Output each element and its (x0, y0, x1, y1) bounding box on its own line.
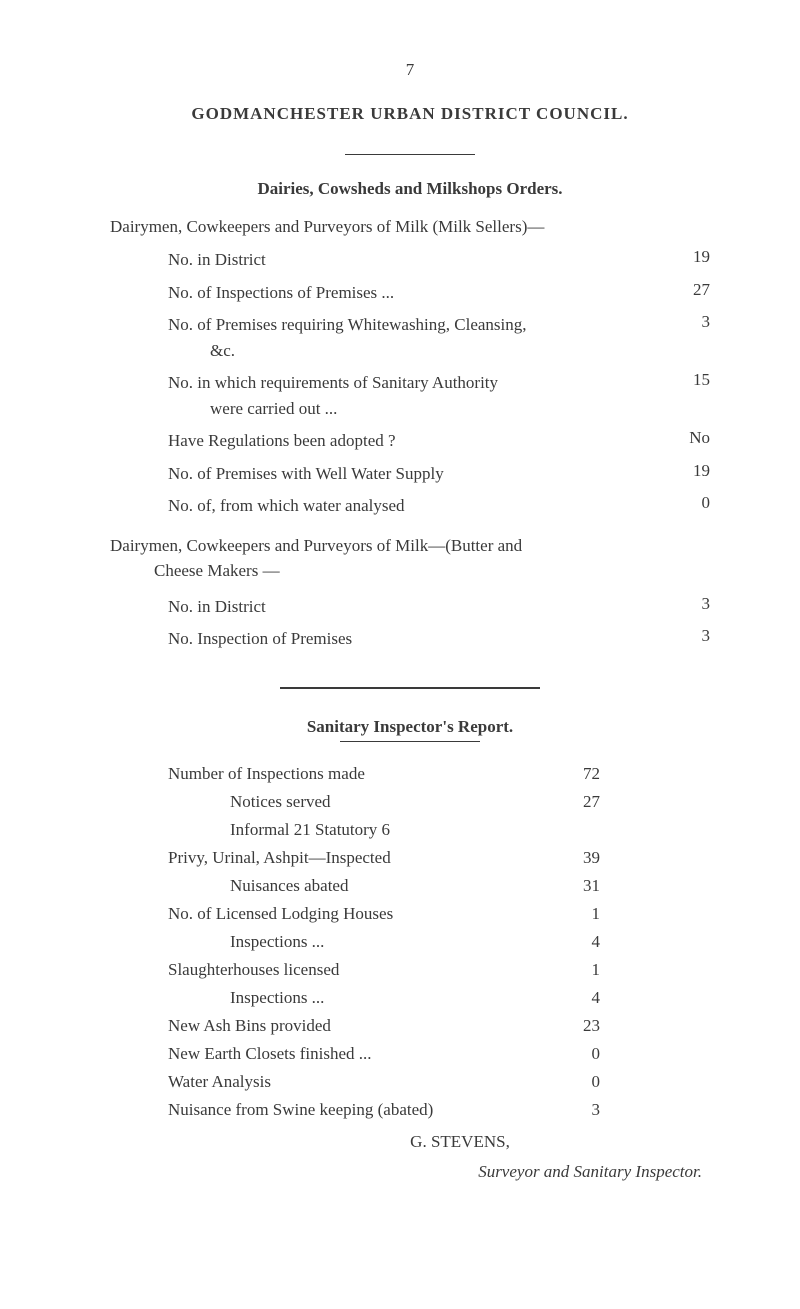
row-value: 19 (666, 461, 710, 481)
row-label: No. in which requirements of Sanitary Au… (110, 370, 666, 421)
sanitary-row: Informal 21 Statutory 6 (110, 820, 710, 840)
data-row: No. in which requirements of Sanitary Au… (110, 370, 710, 421)
sanitary-label: Slaughterhouses licensed (110, 960, 560, 980)
row-label: No. Inspection of Premises (110, 626, 666, 652)
row-value: 19 (666, 247, 710, 267)
sanitary-value: 27 (560, 792, 600, 812)
row-label: No. in District (110, 594, 666, 620)
data-row: Have Regulations been adopted ? No (110, 428, 710, 454)
row-label: No. of Inspections of Premises ... (110, 280, 666, 306)
row-value: 3 (666, 626, 710, 646)
subtitle-divider (340, 741, 480, 742)
row-label-line2: were carried out ... (168, 399, 337, 418)
row-value: 0 (666, 493, 710, 513)
sanitary-row: Nuisance from Swine keeping (abated) 3 (110, 1100, 710, 1120)
row-value: 3 (666, 312, 710, 332)
sanitary-value: 31 (560, 876, 600, 896)
sanitary-label: Water Analysis (110, 1072, 560, 1092)
sanitary-value: 1 (560, 904, 600, 924)
surveyor-title: Surveyor and Sanitary Inspector. (110, 1162, 710, 1182)
sanitary-row: No. of Licensed Lodging Houses 1 (110, 904, 710, 924)
row-value: No (666, 428, 710, 448)
sanitary-value: 39 (560, 848, 600, 868)
main-title: GODMANCHESTER URBAN DISTRICT COUNCIL. (110, 104, 710, 124)
sanitary-label: Number of Inspections made (110, 764, 560, 784)
sanitary-value: 4 (560, 988, 600, 1008)
sanitary-row: Nuisances abated 31 (110, 876, 710, 896)
sanitary-value: 23 (560, 1016, 600, 1036)
sanitary-value: 0 (560, 1072, 600, 1092)
sanitary-label: New Ash Bins provided (110, 1016, 560, 1036)
data-row: No. in District 19 (110, 247, 710, 273)
page-number: 7 (110, 60, 710, 80)
sanitary-label: Privy, Urinal, Ashpit—Inspected (110, 848, 560, 868)
section1-title: Dairies, Cowsheds and Milkshops Orders. (110, 179, 710, 199)
data-row: No. of Premises with Well Water Supply 1… (110, 461, 710, 487)
row-value: 3 (666, 594, 710, 614)
sanitary-row: Water Analysis 0 (110, 1072, 710, 1092)
sanitary-value: 0 (560, 1044, 600, 1064)
row-label: No. of, from which water analysed (110, 493, 666, 519)
sub-intro-line2: Cheese Makers — (110, 561, 280, 580)
sanitary-row: Number of Inspections made 72 (110, 764, 710, 784)
sanitary-value (560, 820, 600, 840)
signature: G. STEVENS, (110, 1132, 710, 1152)
row-label: No. of Premises requiring Whitewashing, … (110, 312, 666, 363)
data-row: No. of Premises requiring Whitewashing, … (110, 312, 710, 363)
sanitary-value: 72 (560, 764, 600, 784)
sanitary-section: Sanitary Inspector's Report. Number of I… (110, 687, 710, 1182)
section-divider (280, 687, 540, 689)
sanitary-label: Notices served (110, 792, 560, 812)
data-row: No. of Inspections of Premises ... 27 (110, 280, 710, 306)
sanitary-row: New Earth Closets finished ... 0 (110, 1044, 710, 1064)
title-divider (345, 154, 475, 155)
sanitary-label: Nuisances abated (110, 876, 560, 896)
data-row: No. in District 3 (110, 594, 710, 620)
data-row: No. of, from which water analysed 0 (110, 493, 710, 519)
row-label-line2: &c. (168, 341, 235, 360)
row-value: 27 (666, 280, 710, 300)
sanitary-row: Privy, Urinal, Ashpit—Inspected 39 (110, 848, 710, 868)
section1-sub-intro: Dairymen, Cowkeepers and Purveyors of Mi… (110, 533, 710, 584)
row-label: Have Regulations been adopted ? (110, 428, 666, 454)
row-label: No. in District (110, 247, 666, 273)
row-label: No. of Premises with Well Water Supply (110, 461, 666, 487)
sanitary-value: 1 (560, 960, 600, 980)
row-label-line1: No. of Premises requiring Whitewashing, … (168, 315, 527, 334)
row-label-line1: No. in which requirements of Sanitary Au… (168, 373, 498, 392)
sanitary-label: Nuisance from Swine keeping (abated) (110, 1100, 560, 1120)
sanitary-row: Notices served 27 (110, 792, 710, 812)
sanitary-label: Inspections ... (110, 932, 560, 952)
sanitary-row: Inspections ... 4 (110, 988, 710, 1008)
sanitary-row: Inspections ... 4 (110, 932, 710, 952)
section2-title: Sanitary Inspector's Report. (110, 717, 710, 737)
data-row: No. Inspection of Premises 3 (110, 626, 710, 652)
sanitary-value: 3 (560, 1100, 600, 1120)
sanitary-label: Inspections ... (110, 988, 560, 1008)
sanitary-value: 4 (560, 932, 600, 952)
sanitary-label: New Earth Closets finished ... (110, 1044, 560, 1064)
sanitary-row: Slaughterhouses licensed 1 (110, 960, 710, 980)
sanitary-row: New Ash Bins provided 23 (110, 1016, 710, 1036)
sanitary-label: No. of Licensed Lodging Houses (110, 904, 560, 924)
section1-intro: Dairymen, Cowkeepers and Purveyors of Mi… (110, 217, 710, 237)
sanitary-label: Informal 21 Statutory 6 (110, 820, 560, 840)
sub-intro-line1: Dairymen, Cowkeepers and Purveyors of Mi… (110, 536, 522, 555)
row-value: 15 (666, 370, 710, 390)
